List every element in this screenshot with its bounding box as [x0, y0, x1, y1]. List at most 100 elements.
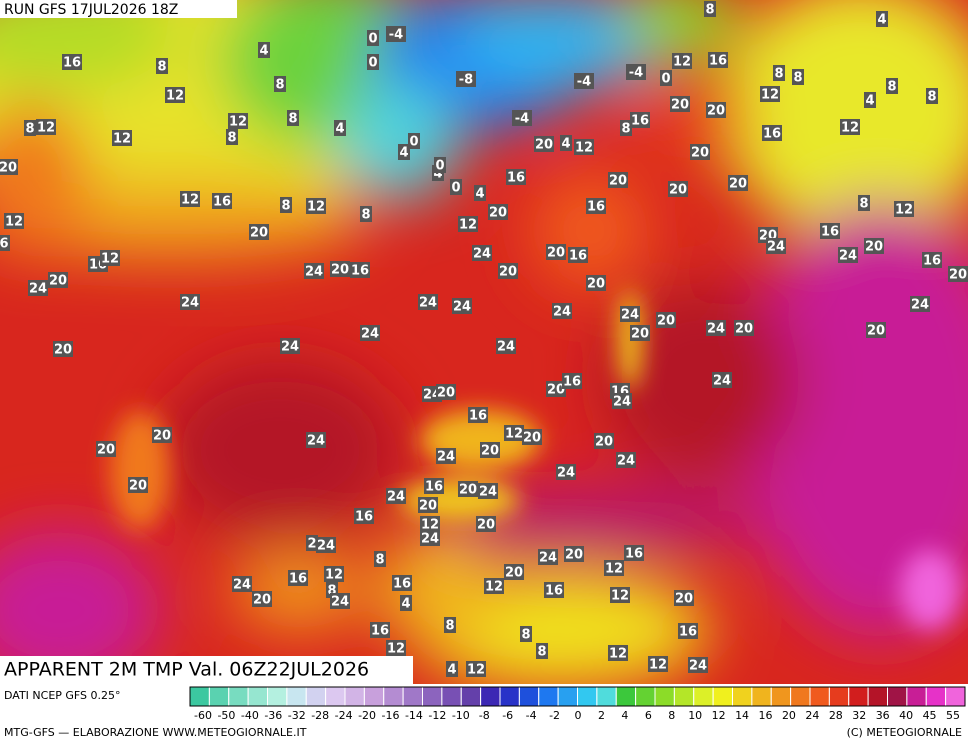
colorbar-tick-label: -6 [502, 709, 513, 722]
temp-label: 20 [331, 263, 349, 278]
label-box [894, 201, 914, 217]
temp-label: 24 [437, 450, 455, 465]
label-box [418, 497, 438, 513]
temp-label: 0 [368, 56, 377, 71]
colorbar-tick-label: 6 [645, 709, 652, 722]
label-box [712, 372, 732, 388]
label-box [258, 42, 270, 58]
label-box [620, 120, 632, 136]
label-box [24, 120, 36, 136]
label-box [330, 593, 350, 609]
label-box [476, 516, 496, 532]
temp-label: 16 [63, 56, 81, 71]
temp-label: 0 [661, 72, 670, 87]
temp-label: 12 [895, 203, 913, 218]
colorbar-swatch [828, 686, 850, 707]
temp-label: 24 [307, 434, 325, 449]
temp-label: -4 [389, 28, 403, 43]
temp-label: 12 [673, 55, 691, 70]
colorbar-tick-label: -40 [241, 709, 259, 722]
temp-label: 8 [859, 197, 868, 212]
label-box [660, 70, 672, 86]
map-title: APPARENT 2M TMP Val. 06Z22JUL2026 [4, 659, 369, 681]
colorbar-swatch [615, 686, 637, 707]
colorbar-swatch [635, 686, 656, 707]
temp-label: 20 [459, 483, 477, 498]
colorbar-tick-label: -4 [526, 709, 537, 722]
temp-label: 16 [371, 624, 389, 639]
label-box [574, 139, 594, 155]
temp-label: 24 [479, 485, 497, 500]
label-box [28, 280, 48, 296]
colorbar-tick-label: 14 [735, 709, 749, 722]
label-box [456, 71, 476, 87]
label-box [0, 235, 10, 251]
temp-label: 20 [547, 383, 565, 398]
label-box [512, 110, 532, 126]
colorbar-swatch [499, 686, 520, 707]
colorbar-tick-label: 55 [946, 709, 960, 722]
colorbar-swatch [247, 686, 268, 707]
label-box [288, 570, 308, 586]
temp-label: 20 [631, 327, 649, 342]
temp-label: 20 [250, 226, 268, 241]
temp-label: 8 [887, 80, 896, 95]
label-box [610, 587, 630, 603]
temp-label: 8 [327, 584, 336, 599]
label-box [538, 549, 558, 565]
temp-label: 20 [153, 429, 171, 444]
label-box [436, 384, 456, 400]
temp-label: 16 [393, 577, 411, 592]
label-box [484, 578, 504, 594]
credit: MTG-GFS — ELABORAZIONE WWW.METEOGIORNALE… [4, 726, 307, 739]
label-box [586, 275, 606, 291]
colorbar-swatch [363, 686, 385, 707]
label-box [252, 591, 272, 607]
temp-label: 20 [707, 104, 725, 119]
temp-label: 24 [453, 300, 471, 315]
colorbar-tick-label: -10 [452, 709, 470, 722]
temp-label: 24 [613, 395, 631, 410]
label-box [820, 223, 840, 239]
label-box [4, 213, 24, 229]
temp-label: 12 [101, 252, 119, 267]
label-box [100, 250, 120, 266]
temp-label: 20 [481, 444, 499, 459]
temp-label: 8 [375, 553, 384, 568]
label-box [232, 576, 252, 592]
label-box [792, 69, 804, 85]
colorbar-tick-label: 20 [782, 709, 796, 722]
label-box [96, 441, 116, 457]
temp-label: 8 [537, 645, 546, 660]
colorbar-swatch [770, 686, 792, 707]
label-box [574, 73, 594, 89]
temp-label: 8 [275, 78, 284, 93]
label-box [556, 464, 576, 480]
colorbar-swatch [673, 686, 695, 707]
label-box [670, 96, 690, 112]
temp-label: 20 [865, 240, 883, 255]
colorbar-tick-label: -12 [428, 709, 446, 722]
temp-label: 8 [281, 199, 290, 214]
label-box [886, 78, 898, 94]
colorbar: -60 -50 -40 -36 -32 -28 -24 -20 -16 -14 -12 -10 -8 -6… [189, 686, 966, 722]
label-box [370, 622, 390, 638]
label-box [546, 381, 566, 397]
temp-label: 24 [29, 282, 47, 297]
label-box [926, 88, 938, 104]
label-box [180, 191, 200, 207]
label-box [560, 135, 572, 151]
temp-label: 24 [839, 249, 857, 264]
label-box [672, 53, 692, 69]
label-box [480, 442, 500, 458]
label-box [360, 206, 372, 222]
temp-label: 12 [37, 121, 55, 136]
label-box [630, 325, 650, 341]
temp-label: 8 [227, 131, 236, 146]
temp-label: 20 [547, 246, 565, 261]
colorbar-swatch [945, 686, 966, 707]
temp-label: 8 [621, 122, 630, 137]
label-box [228, 113, 248, 129]
temp-label: 16 [679, 625, 697, 640]
temp-label: -4 [629, 66, 643, 81]
